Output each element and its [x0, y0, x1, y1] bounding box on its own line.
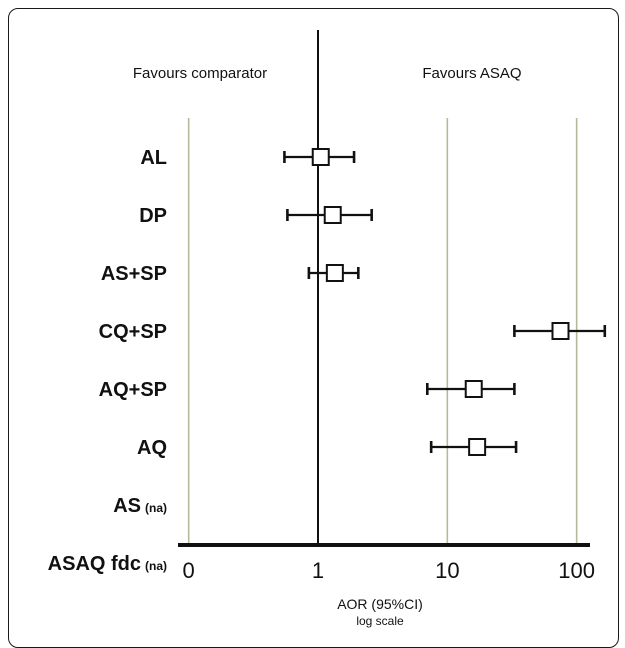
header-left: Favours comparator — [133, 65, 267, 82]
row-label: AQ — [137, 437, 167, 459]
x-tick-label: 0 — [183, 558, 195, 583]
point-estimate — [551, 322, 570, 340]
figure-frame — [8, 8, 619, 648]
x-tick-label: 10 — [435, 558, 459, 583]
row-label: CQ+SP — [99, 321, 167, 343]
x-axis-sublabel: log scale — [356, 614, 404, 628]
point-estimate — [323, 206, 342, 224]
point-estimate — [311, 148, 330, 166]
row-label: DP — [139, 205, 167, 227]
forest-plot: Favours comparator Favours ASAQ 0 1 10 100 … — [48, 30, 607, 628]
point-estimate — [468, 438, 487, 456]
x-tick-label: 1 — [312, 558, 324, 583]
header-right: Favours ASAQ — [422, 65, 521, 82]
x-axis-label: AOR (95%CI) — [337, 596, 423, 612]
row-label: AS (na) — [113, 495, 167, 517]
point-estimate — [325, 264, 344, 282]
x-tick-label: 100 — [558, 558, 595, 583]
row-label: AL — [140, 147, 167, 169]
row-label: AS+SP — [101, 263, 167, 285]
row-label: AQ+SP — [99, 379, 167, 401]
point-estimate — [464, 380, 483, 398]
row-label: ASAQ fdc (na) — [48, 553, 167, 575]
